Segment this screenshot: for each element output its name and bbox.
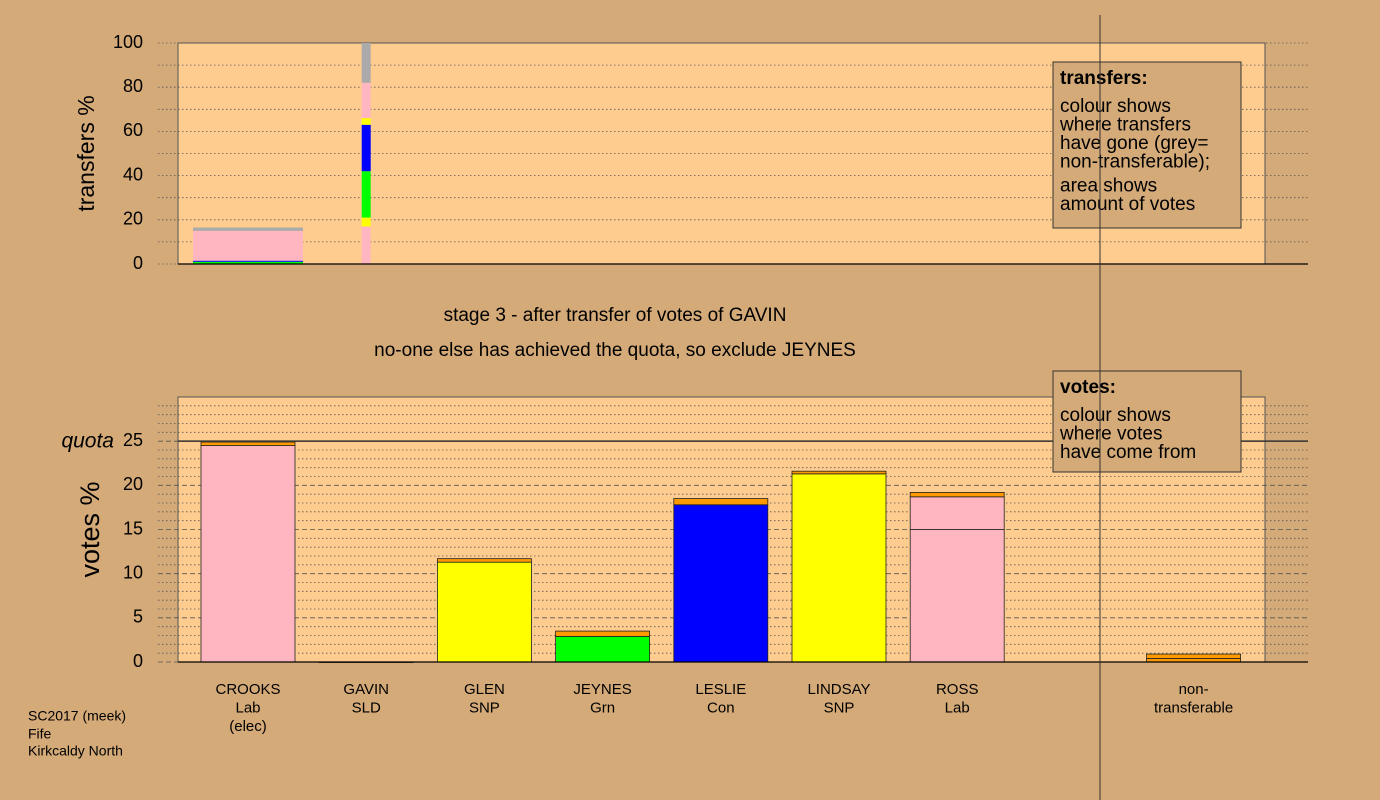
y-tick-label: 100 [113,32,143,52]
footer: Fife [28,726,52,742]
x-tick-label: SNP [469,699,500,716]
legend-title: transfers: [1060,68,1148,89]
bar-segment [436,558,532,563]
legend-text: non-transferable); [1060,152,1210,173]
bar-segment [436,561,532,663]
x-tick-label: GAVIN [343,681,389,698]
bar-segment [555,635,650,663]
x-tick-label: Lab [945,699,970,716]
y-tick-label: 80 [123,76,143,96]
legend-text: have come from [1060,442,1196,463]
x-tick-label: ROSS [936,681,979,698]
y-tick-label: 25 [123,430,143,450]
bar-segment [193,261,303,264]
x-tick-label: Lab [235,699,260,716]
quota-label: quota [61,430,114,453]
legend-text: colour shows [1060,405,1171,426]
bar-segment [1146,653,1241,659]
bar-segment [200,441,296,446]
x-tick-label: Con [707,699,735,716]
legend-text: area shows [1060,176,1157,197]
bar-segment [361,171,371,218]
legend-box [1052,370,1242,473]
bar-segment [361,217,371,227]
bar-segment [193,230,303,261]
x-tick-label: SNP [824,699,855,716]
legend-text: where votes [1059,424,1162,445]
y-tick-label: 10 [123,562,143,582]
y-tick-label: 60 [123,120,143,140]
legend-text: have gone (grey= [1060,133,1208,154]
y-tick-label: 15 [123,518,143,538]
footer: Kirkcaldy North [28,743,123,759]
x-tick-label: LINDSAY [807,681,870,698]
legend-text: colour shows [1060,96,1171,117]
bar-segment [673,498,769,506]
x-tick-label: CROOKS [215,681,280,698]
x-tick-label: transferable [1154,699,1233,716]
bar-segment [361,226,371,264]
legend-text: amount of votes [1060,194,1195,215]
bar-segment [791,470,887,475]
x-tick-label: JEYNES [573,681,631,698]
x-tick-label: GLEN [464,681,505,698]
bar-segment [193,260,303,262]
bar-segment [555,630,650,637]
x-tick-label: Grn [590,699,615,716]
bar-segment [791,473,887,663]
legend-box [1052,61,1242,229]
bar-segment [909,529,1005,663]
footer: SC2017 (meek) [28,708,126,724]
y-tick-label: 0 [133,253,143,273]
bar-segment [193,227,303,231]
stage-text: no-one else has achieved the quota, so e… [374,340,856,361]
legend-text: where transfers [1059,115,1191,136]
x-tick-label: SLD [352,699,381,716]
y-axis-title: transfers % [73,95,99,211]
y-tick-label: 40 [123,164,143,184]
y-tick-label: 0 [133,651,143,671]
x-tick-label: LESLIE [695,681,746,698]
x-tick-label: non- [1179,681,1209,698]
y-tick-label: 20 [123,209,143,229]
y-tick-label: 5 [133,607,143,627]
bar-segment [361,118,371,125]
bar-segment [361,43,371,83]
bar-segment [909,491,1005,498]
x-tick-label: (elec) [229,718,267,735]
stage-text: stage 3 - after transfer of votes of GAV… [444,305,787,326]
bar-segment [361,82,371,119]
y-tick-label: 20 [123,474,143,494]
bar-segment [361,124,371,172]
bar-segment [673,504,769,663]
bar-segment [200,445,296,663]
legend-title: votes: [1060,377,1116,398]
bar-segment [909,496,1005,530]
y-axis-title: votes % [75,481,105,577]
